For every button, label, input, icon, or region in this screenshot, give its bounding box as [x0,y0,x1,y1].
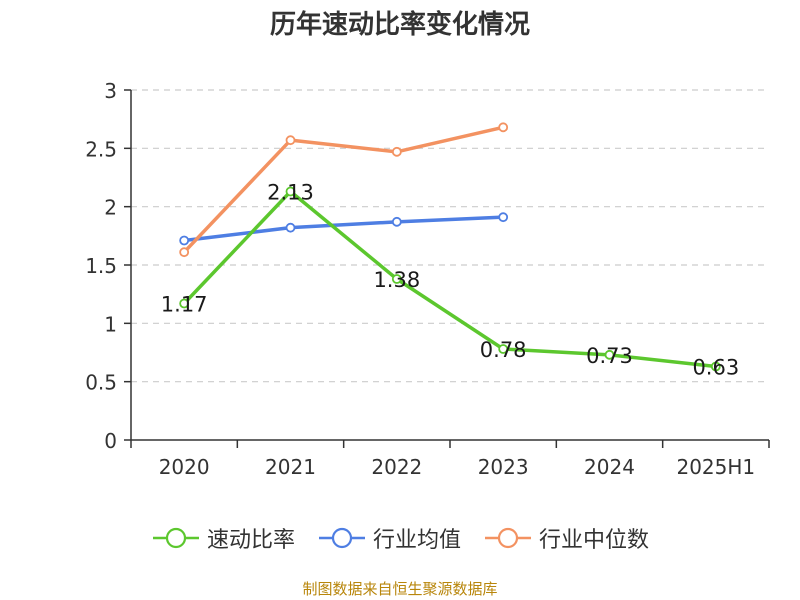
legend-item-series-2[interactable]: 行业中位数 [483,522,649,554]
data-point [391,216,402,227]
legend-swatch-marker [331,527,353,549]
legend-swatch-marker [497,527,519,549]
data-point [391,274,402,284]
data-label: 0.63 [692,356,739,380]
y-tick-label: 3 [104,79,117,103]
legend-swatch-marker [165,527,187,549]
data-label: 2.13 [267,181,314,205]
data-point [498,212,509,223]
data-point [285,186,296,197]
data-point [179,247,190,258]
data-point [285,135,296,146]
x-tick-label: 2023 [478,455,529,479]
legend-item-series-1[interactable]: 行业均值 [317,522,461,554]
x-tick-label: 2022 [371,455,422,479]
y-tick-label: 1.5 [85,254,117,278]
legend-label-2: 行业中位数 [539,528,650,553]
legend-swatch-1 [318,527,365,549]
y-tick-label: 0 [104,429,117,453]
x-tick-label: 2024 [584,455,635,479]
x-tick-label: 2020 [159,455,210,479]
chart-title: 历年速动比率变化情况 [269,10,530,40]
legend-swatch-0 [152,527,199,549]
series-line-2 [182,125,505,254]
y-tick-label: 2.5 [85,137,117,161]
data-point [604,349,615,360]
series-line-0 [182,189,718,369]
x-tick-label: 2021 [265,455,316,479]
legend-swatch-2 [485,527,531,549]
y-tick-label: 2 [104,196,117,220]
y-tick-label: 0.5 [85,371,117,395]
data-point [710,361,721,372]
data-point [498,344,509,354]
data-point [391,146,402,157]
data-point [179,298,190,309]
series-line-1 [182,215,505,243]
legend-label-0: 速动比率 [206,528,295,553]
y-tick-label: 1 [104,312,117,336]
data-point [179,235,190,246]
source-note: 制图数据来自恒生聚源数据库 [302,580,498,598]
data-label: 0.78 [480,338,527,362]
legend: 速动比率 行业均值 行业中位数 [0,522,800,554]
data-label: 1.17 [161,293,208,317]
data-point [285,222,296,233]
data-point [498,122,509,133]
x-tick-label: 2025H1 [676,455,755,479]
legend-item-series-0[interactable]: 速动比率 [151,522,295,554]
legend-label-1: 行业均值 [372,528,461,553]
data-label: 0.73 [586,344,633,368]
data-label: 1.38 [373,268,420,292]
